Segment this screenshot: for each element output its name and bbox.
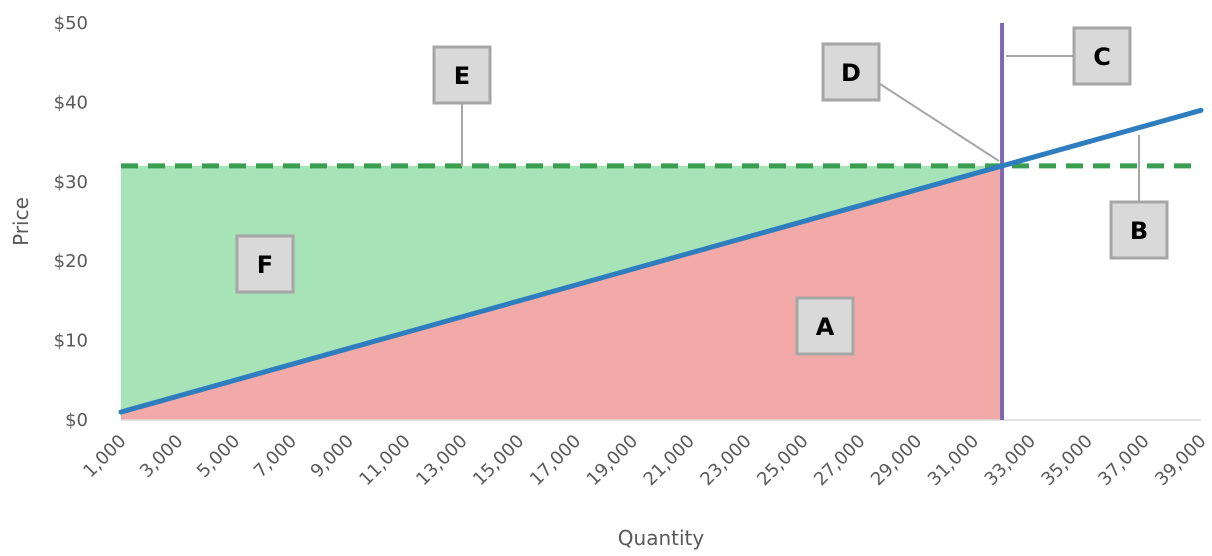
callout-label-a: A (816, 313, 835, 341)
leader-d (879, 83, 1000, 162)
x-tick-label: 25,000 (753, 431, 812, 490)
x-tick-label: 13,000 (412, 431, 471, 490)
x-tick-label: 33,000 (981, 431, 1040, 490)
x-axis-title: Quantity (618, 526, 705, 550)
x-tick-label: 3,000 (136, 431, 187, 482)
callout-label-f: F (257, 251, 273, 279)
solid-line (118, 107, 1204, 415)
x-tick-label: 5,000 (193, 431, 244, 482)
callout-label-d: D (841, 59, 861, 87)
callout-box-b (1109, 200, 1169, 260)
x-tick-label: 17,000 (526, 431, 585, 490)
y-tick-label: $20 (54, 251, 88, 272)
x-tick-label: 7,000 (250, 431, 301, 482)
x-tick-label: 9,000 (307, 431, 358, 482)
y-tick-label: $40 (54, 92, 88, 113)
x-tick-label: 29,000 (867, 431, 926, 490)
callout-box-a (795, 296, 855, 356)
x-tick-label: 23,000 (696, 431, 755, 490)
y-tick-label: $10 (54, 331, 88, 352)
y-tick-label: $30 (54, 172, 88, 193)
callout-label-c: C (1093, 43, 1111, 71)
callout-box-d (821, 42, 881, 102)
x-tick-label: 31,000 (924, 431, 983, 490)
x-tick-label: 19,000 (583, 431, 642, 490)
callout-label-e: E (454, 62, 470, 90)
x-tick-label: 35,000 (1037, 431, 1096, 490)
x-tick-label: 1,000 (79, 431, 130, 482)
x-tick-label: 21,000 (640, 431, 699, 490)
x-tick-label: 27,000 (810, 431, 869, 490)
y-axis-title: Price (9, 197, 33, 246)
y-tick-label: $0 (65, 410, 88, 431)
x-tick-label: 11,000 (355, 431, 414, 490)
y-tick-label: $50 (54, 13, 88, 34)
x-tick-label: 37,000 (1094, 431, 1153, 490)
callout-box-e (432, 45, 492, 105)
x-tick-label: 15,000 (469, 431, 528, 490)
x-tick-label: 39,000 (1151, 431, 1210, 490)
callout-box-f (235, 234, 295, 294)
callout-label-b: B (1130, 217, 1148, 245)
callout-box-c (1072, 26, 1132, 86)
